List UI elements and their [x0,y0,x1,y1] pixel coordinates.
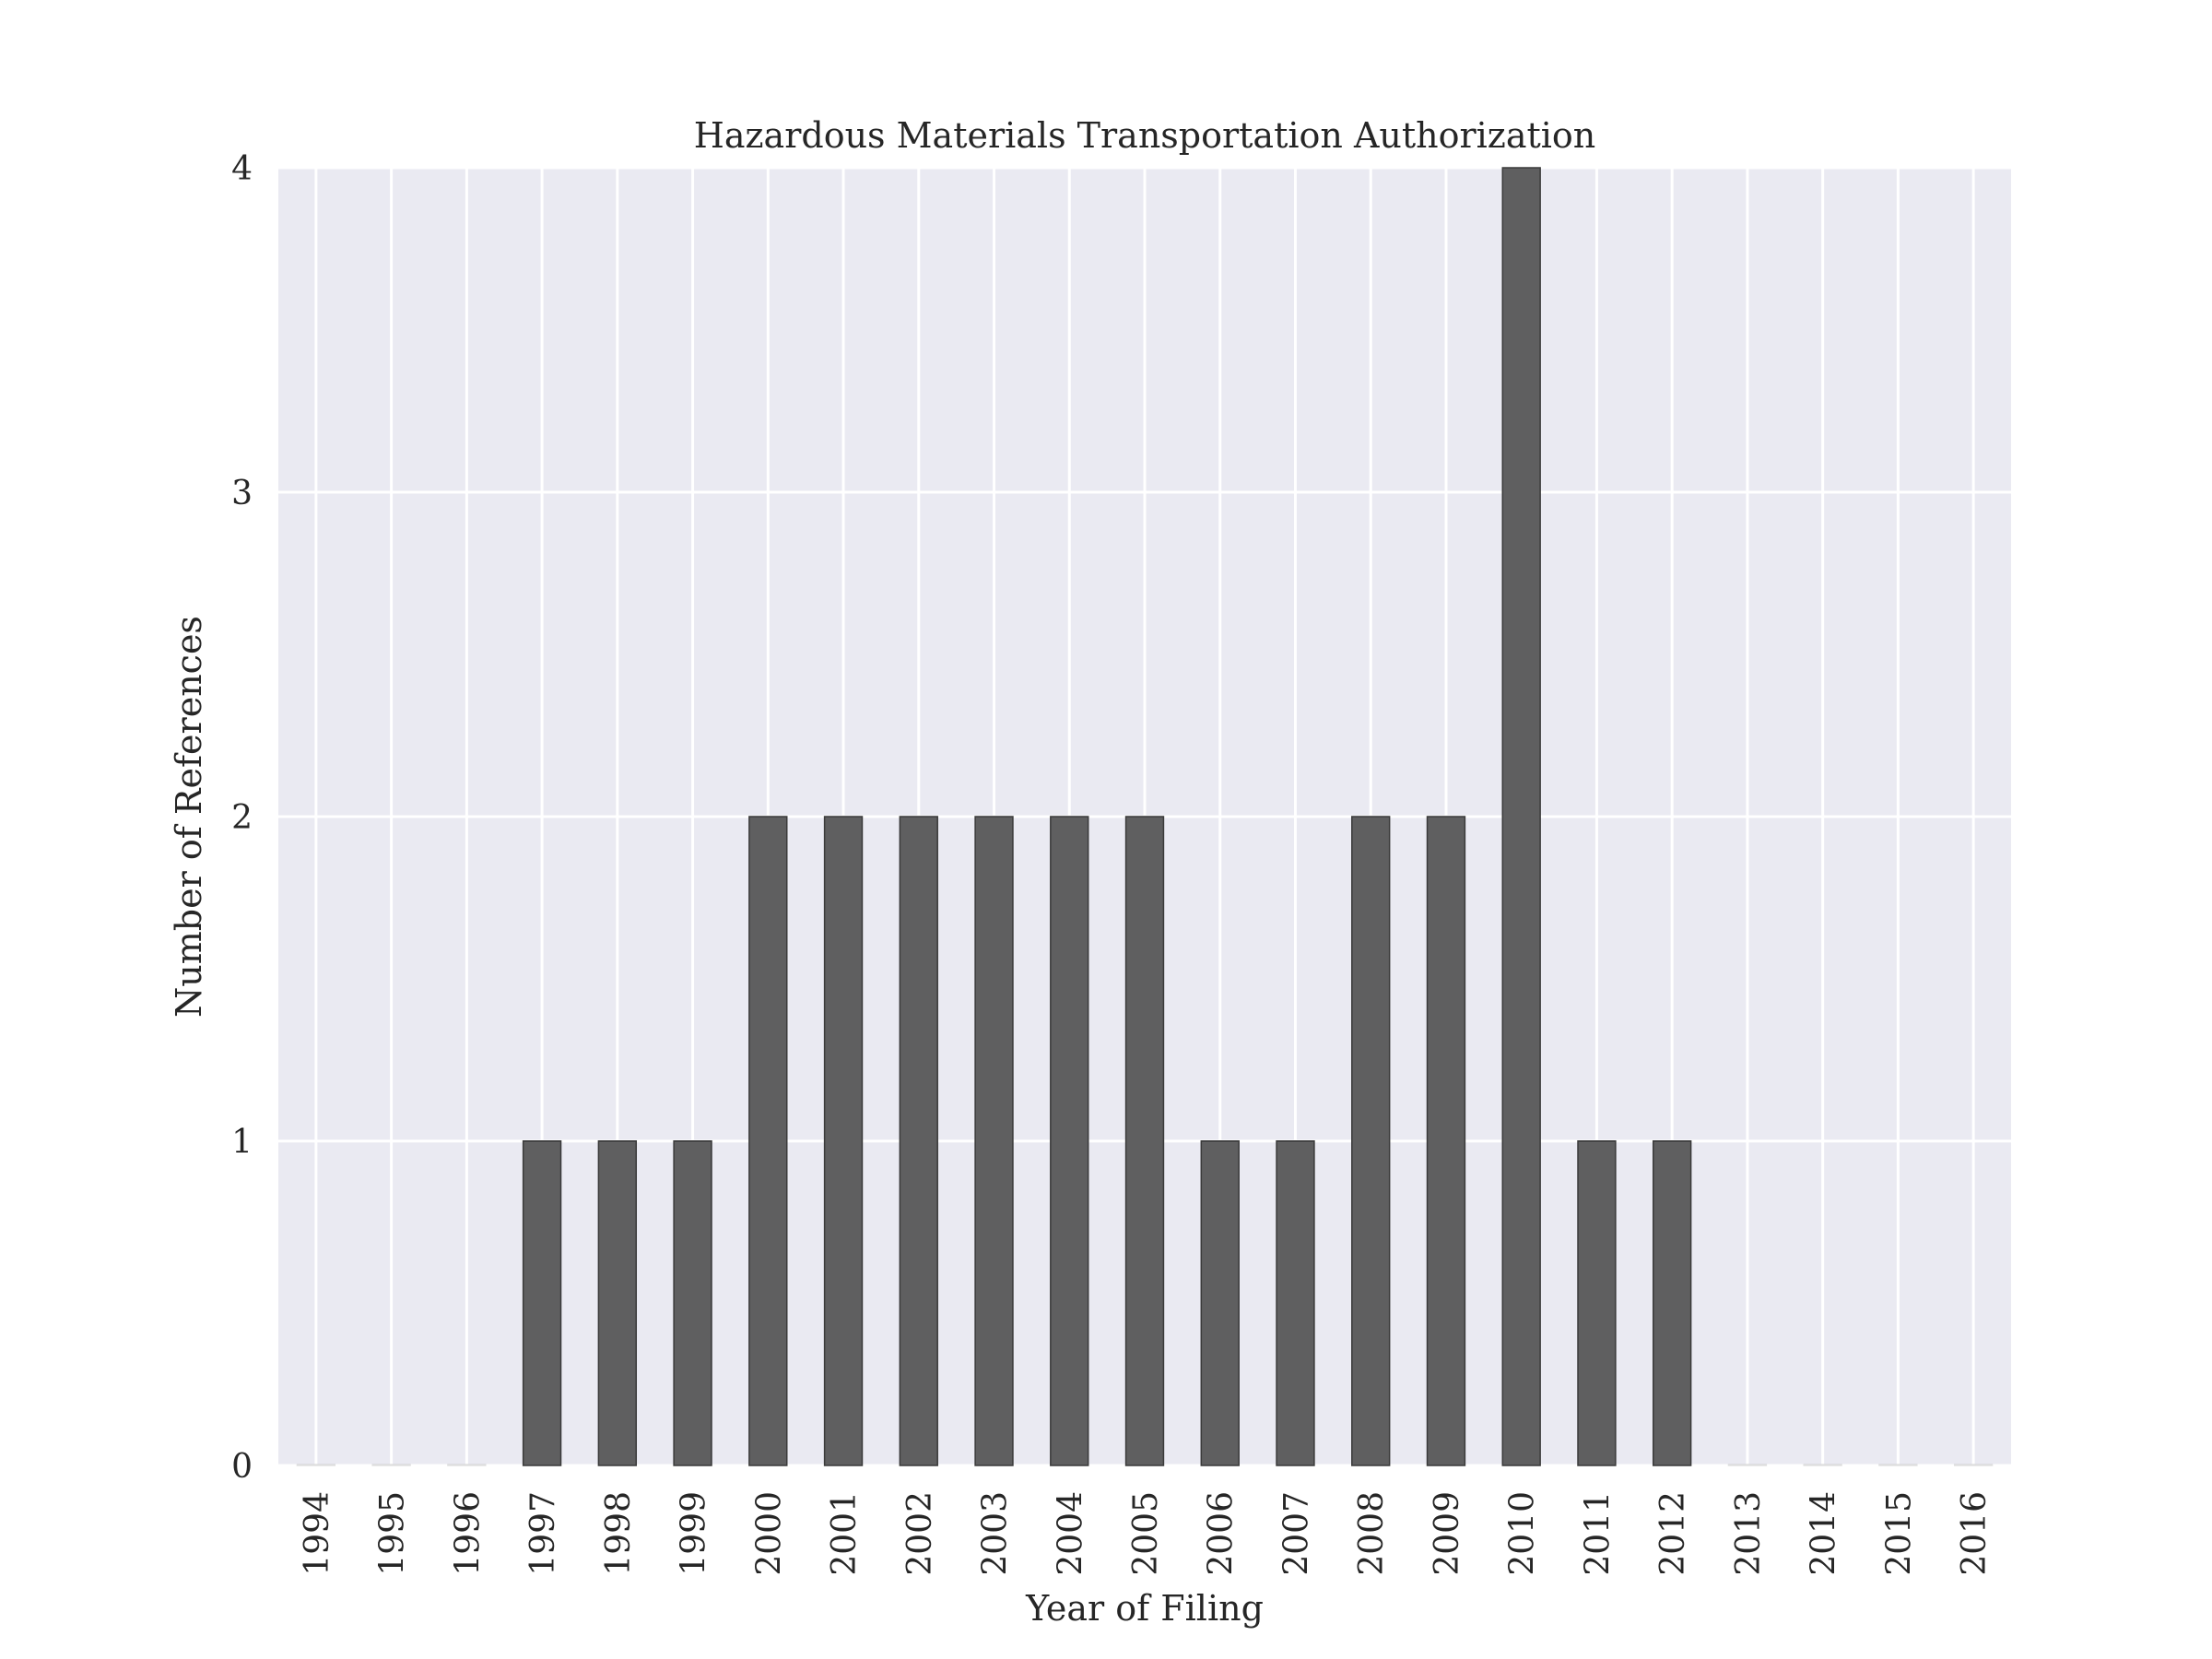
bar-2003 [974,816,1014,1466]
y-tick-label: 0 [231,1448,253,1486]
x-tick-label: 2002 [901,1491,939,1576]
x-tick-label: 2009 [1429,1491,1466,1576]
y-axis-label: Number of References [169,616,209,1018]
x-tick-label: 2004 [1052,1491,1089,1576]
bar-2010 [1501,167,1541,1466]
x-tick-label: 2003 [977,1491,1015,1576]
bar-2001 [823,816,864,1466]
bars [296,167,1994,1466]
y-tick-labels: 0 1 2 3 4 [231,150,253,1486]
x-tick-label: 1997 [524,1491,562,1576]
x-tick-label: 1996 [449,1491,487,1576]
bar-2008 [1351,816,1391,1466]
y-tick-label: 1 [231,1124,253,1161]
y-tick-label: 3 [231,475,253,512]
x-tick-label: 1999 [676,1491,713,1576]
x-tick-labels: 1994 1995 1996 1997 1998 1999 2000 2001 2002 2003… [299,1491,1994,1576]
bar-1999 [673,1140,712,1466]
y-tick-label: 4 [231,150,253,188]
bar-2004 [1050,816,1089,1466]
x-tick-label: 1995 [374,1491,412,1576]
bar-2005 [1124,816,1165,1466]
bar-2012 [1652,1140,1692,1466]
x-tick-label: 2012 [1654,1491,1692,1576]
bar-2000 [748,816,788,1466]
bar-2006 [1200,1140,1240,1466]
x-tick-label: 1998 [600,1491,638,1576]
x-tick-label: 2007 [1277,1491,1315,1576]
x-tick-label: 2005 [1127,1491,1165,1576]
x-tick-label: 2010 [1504,1491,1542,1576]
bar-2002 [899,816,938,1466]
x-axis-label: Year of Filing [1025,1588,1264,1629]
y-tick-label: 2 [231,799,253,837]
bar-2009 [1426,816,1466,1466]
x-tick-label: 2013 [1730,1491,1768,1576]
bar-2007 [1276,1140,1315,1466]
x-tick-label: 2000 [750,1491,788,1576]
bar-1998 [597,1140,638,1466]
bar-2011 [1577,1140,1617,1466]
x-tick-label: 2001 [826,1491,864,1576]
x-tick-label: 2006 [1203,1491,1241,1576]
x-tick-label: 2011 [1579,1491,1617,1576]
x-tick-label: 1994 [299,1491,336,1576]
chart-title: Hazardous Materials Transportation Autho… [694,115,1596,156]
x-tick-label: 2015 [1880,1491,1918,1576]
x-tick-label: 2014 [1806,1491,1843,1576]
bar-1997 [522,1140,562,1466]
x-tick-label: 2016 [1956,1491,1994,1576]
x-tick-label: 2008 [1353,1491,1391,1576]
